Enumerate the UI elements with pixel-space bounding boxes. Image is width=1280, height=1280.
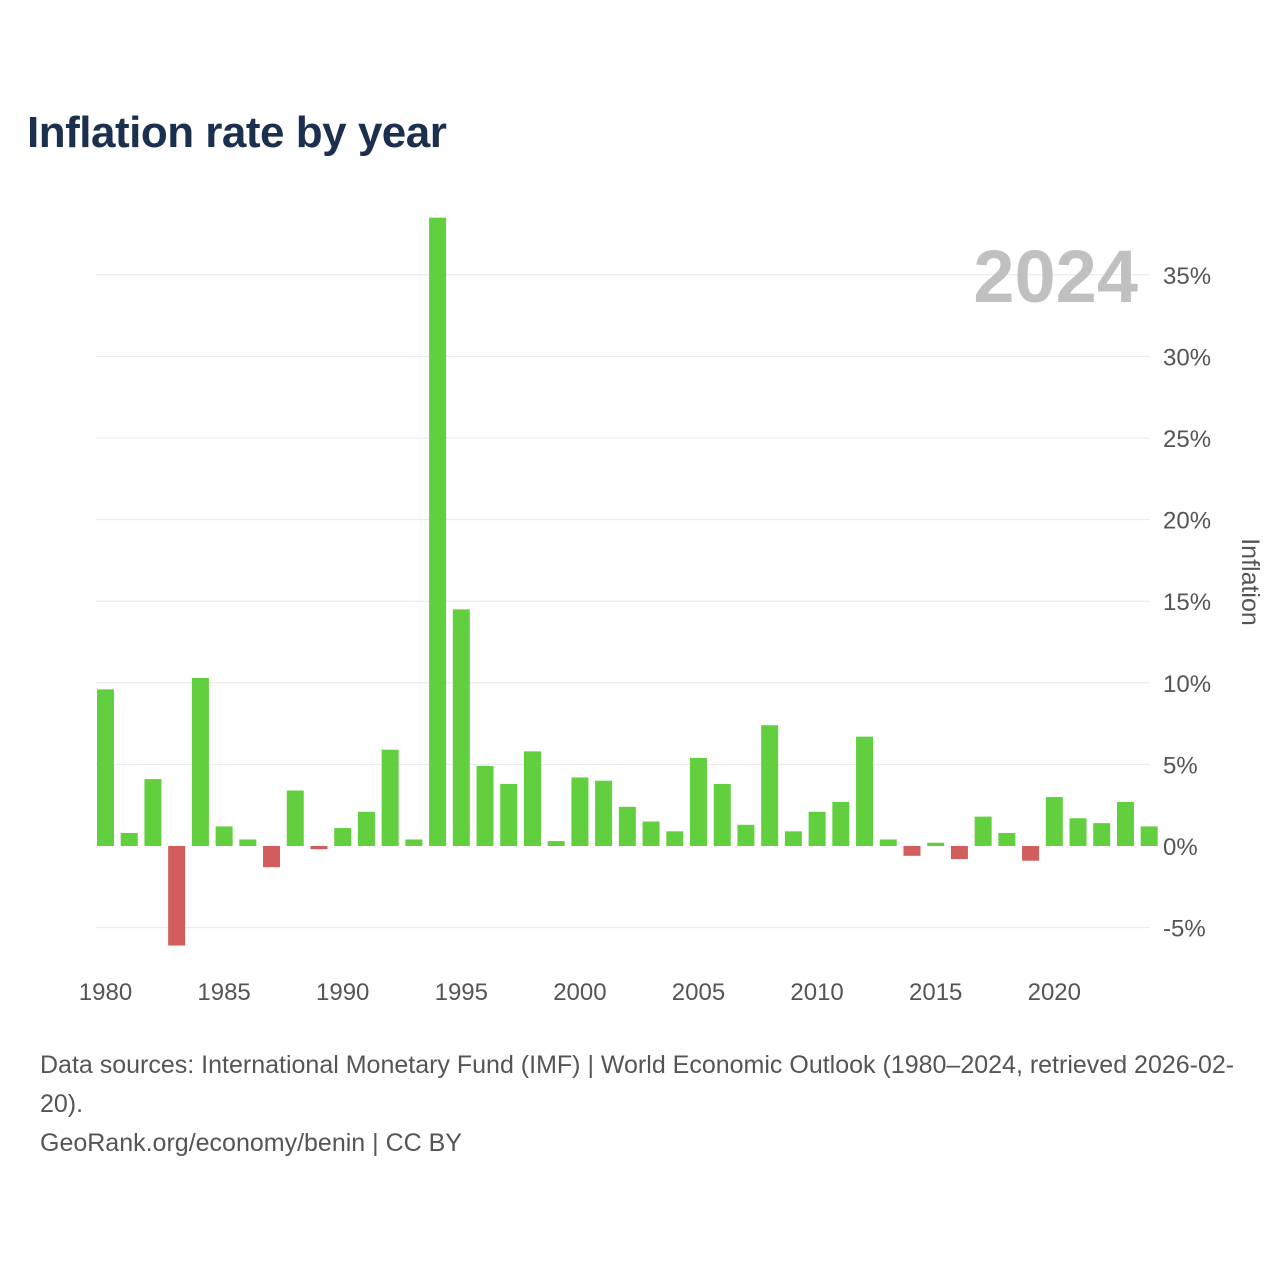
bar-2017[interactable] [974,816,992,846]
bar-1994[interactable] [429,217,447,846]
bar-2019[interactable] [1022,846,1040,861]
bar-2005[interactable] [690,757,707,846]
bar-2022[interactable] [1093,823,1111,846]
source-notes: Data sources: International Monetary Fun… [40,1046,1250,1163]
bar-2008[interactable] [761,725,779,846]
bar-2018[interactable] [998,832,1016,846]
x-axis-ticks: 1980 1985 1990 1995 2000 2005 2010 2015 2020 [79,979,1081,1006]
y-tick-label: 25% [1163,426,1211,453]
x-tick-label: 1985 [197,979,250,1006]
y-tick-label: 0% [1163,834,1198,861]
x-tick-label: 2010 [790,979,843,1006]
bar-2021[interactable] [1069,818,1087,846]
data-sources-text: Data sources: International Monetary Fun… [40,1051,1235,1118]
bar-2011[interactable] [832,801,850,846]
bar-1999[interactable] [547,841,565,846]
x-tick-label: 1995 [435,979,488,1006]
y-tick-label: -5% [1163,916,1206,943]
bar-2014[interactable] [903,846,921,856]
bar-2020[interactable] [1045,797,1063,846]
bar-2016[interactable] [950,846,968,860]
bar-2006[interactable] [713,783,731,846]
bar-2010[interactable] [808,811,826,846]
bar-1984[interactable] [191,677,209,846]
y-axis-ticks: -5% 0% 5% 10% 15% 20% 25% 30% 35% [1163,263,1211,943]
y-tick-label: 35% [1163,263,1211,290]
bar-2007[interactable] [737,824,755,846]
bar-2004[interactable] [666,831,684,846]
bar-1990[interactable] [334,828,352,846]
y-tick-label: 10% [1163,671,1211,698]
bar-2009[interactable] [784,831,802,846]
bars [97,217,1158,946]
x-tick-label: 1980 [79,979,132,1006]
bar-1980[interactable] [97,689,114,846]
x-tick-label: 2005 [672,979,725,1006]
bar-1991[interactable] [357,811,375,846]
bar-1992[interactable] [381,749,399,846]
bar-1995[interactable] [452,609,470,846]
y-axis-label: Inflation [1236,538,1264,626]
bar-2000[interactable] [571,777,589,846]
bar-2003[interactable] [642,821,660,846]
bar-2023[interactable] [1116,801,1134,846]
bar-1985[interactable] [215,826,233,846]
bar-1988[interactable] [286,790,304,846]
bar-2024[interactable] [1140,826,1158,846]
year-watermark: 2024 [973,235,1138,318]
y-tick-label: 5% [1163,752,1198,779]
bar-1998[interactable] [523,751,541,846]
bar-1989[interactable] [310,846,328,850]
x-tick-label: 1990 [316,979,369,1006]
y-tick-label: 15% [1163,589,1211,616]
bar-1997[interactable] [500,783,518,846]
bar-2015[interactable] [927,842,945,846]
bar-1981[interactable] [120,832,138,846]
attribution-link[interactable]: GeoRank.org/economy/benin | CC BY [40,1129,462,1157]
bar-1987[interactable] [263,846,281,868]
x-tick-label: 2000 [553,979,606,1006]
gridlines [96,274,1150,929]
bar-2002[interactable] [618,806,636,846]
bar-1993[interactable] [405,839,423,846]
x-tick-label: 2015 [909,979,962,1006]
bar-1982[interactable] [144,779,162,846]
bar-1986[interactable] [239,839,257,846]
bar-2001[interactable] [595,780,613,846]
bar-chart: 2024 -5%0%5%10%15%20%25%30%35% 1980 1985 1… [79,217,1264,1006]
bar-1996[interactable] [476,766,494,846]
bar-2012[interactable] [856,736,874,846]
x-tick-label: 2020 [1028,979,1081,1006]
bar-2013[interactable] [879,839,897,846]
bar-1983[interactable] [168,846,186,946]
y-tick-label: 20% [1163,508,1211,535]
y-tick-label: 30% [1163,344,1211,371]
chart-title: Inflation rate by year [27,108,447,157]
